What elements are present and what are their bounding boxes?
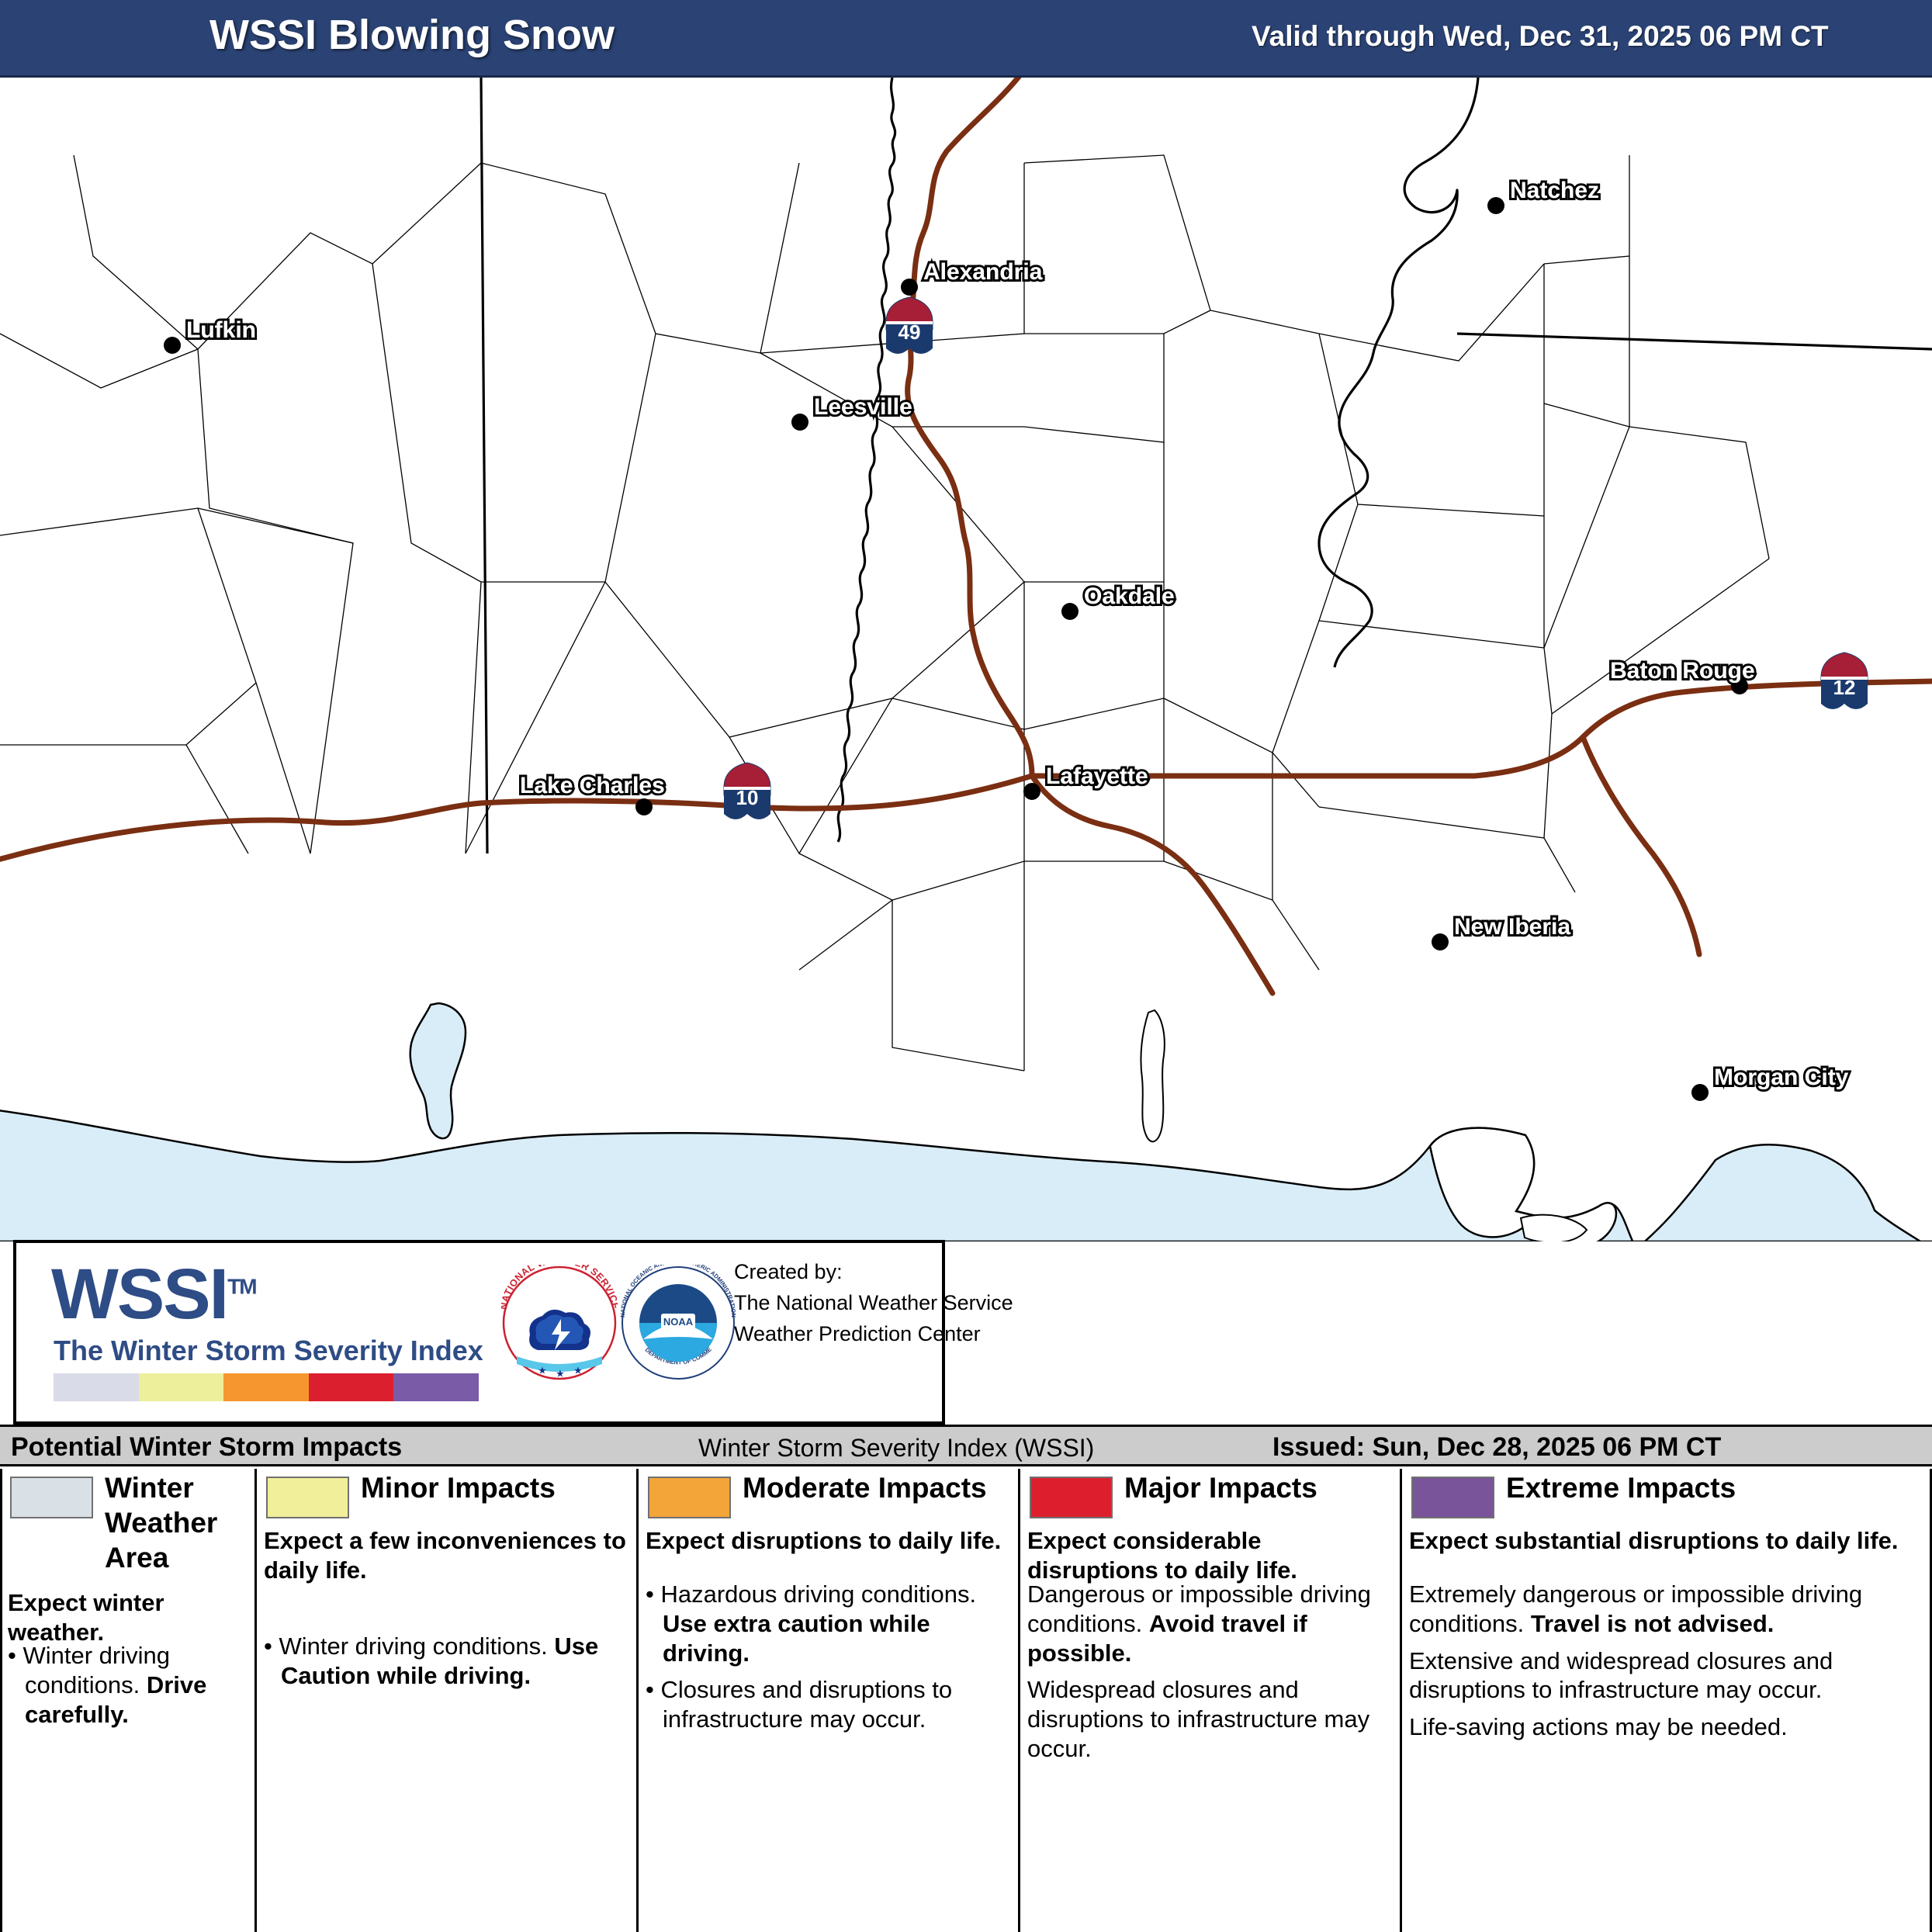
svg-text:★: ★	[538, 1366, 546, 1376]
svg-text:Lake Charles: Lake Charles	[520, 773, 665, 798]
svg-text:Baton Rouge: Baton Rouge	[1610, 658, 1755, 684]
svg-text:12: 12	[1833, 676, 1856, 699]
svg-text:Leesville: Leesville	[814, 394, 912, 420]
svg-text:10: 10	[736, 786, 759, 809]
svg-text:Natchez: Natchez	[1510, 178, 1599, 203]
svg-text:★: ★	[556, 1369, 564, 1379]
svg-text:Lufkin: Lufkin	[186, 317, 256, 343]
svg-text:Alexandria: Alexandria	[923, 259, 1043, 285]
svg-text:New Iberia: New Iberia	[1454, 914, 1570, 940]
svg-text:★: ★	[574, 1366, 582, 1376]
svg-text:49: 49	[898, 320, 921, 344]
svg-text:Morgan City: Morgan City	[1714, 1065, 1849, 1090]
svg-text:Lafayette: Lafayette	[1046, 763, 1148, 789]
svg-text:NOAA: NOAA	[663, 1316, 694, 1328]
svg-text:Oakdale: Oakdale	[1084, 583, 1175, 609]
